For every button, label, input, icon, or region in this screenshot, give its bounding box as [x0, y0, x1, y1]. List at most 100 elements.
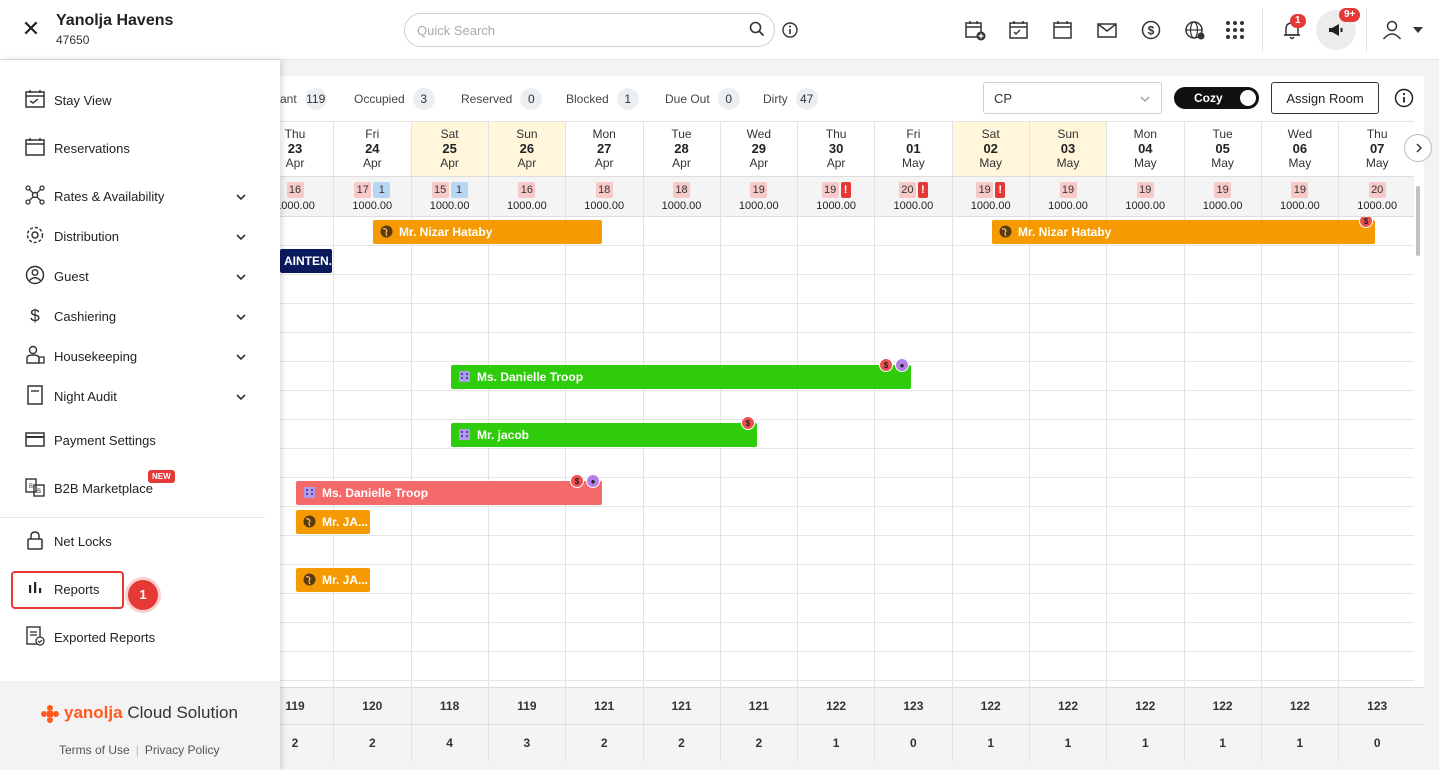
availability-cell[interactable]: 15 1 1000.00: [410, 177, 488, 218]
sidebar-item-payment-settings[interactable]: Payment Settings: [0, 422, 280, 458]
availability-cell[interactable]: 19! 1000.00: [797, 177, 874, 218]
booking-bar[interactable]: AINTEN...: [280, 249, 332, 273]
date-dow: Wed: [746, 127, 772, 141]
chevron-down-icon: [236, 314, 246, 321]
date-column-header[interactable]: Wed 29 Apr: [719, 122, 797, 177]
availability-cell[interactable]: 20! 1000.00: [874, 177, 951, 218]
sidebar-item-rates-availability[interactable]: Rates & Availability: [0, 178, 280, 214]
sidebar-item-housekeeping[interactable]: Housekeeping: [0, 338, 280, 374]
stat-blocked[interactable]: Blocked 1: [566, 88, 639, 110]
booking-bar[interactable]: Mr. jacob: [451, 423, 757, 447]
availability-cell[interactable]: 17 1 1000.00: [333, 177, 410, 218]
availability-cell[interactable]: 20 1000.00: [1338, 177, 1415, 218]
calendar-icon: [25, 138, 45, 156]
apps-grid-icon[interactable]: [1223, 18, 1247, 42]
sidebar-item-exported-reports[interactable]: Exported Reports: [0, 619, 280, 655]
sidebar-item-net-locks[interactable]: Net Locks: [0, 523, 280, 559]
availability-cell[interactable]: 18 1000.00: [642, 177, 720, 218]
sidebar-footer: yanolja Cloud Solution Terms of Use | Priv…: [0, 681, 280, 770]
sidebar-item-distribution[interactable]: Distribution: [0, 218, 280, 254]
sidebar-item-cashiering[interactable]: $ Cashiering: [0, 298, 280, 334]
date-column-header[interactable]: Thu 07 May: [1338, 122, 1415, 177]
availability-cell[interactable]: 19 1000.00: [1183, 177, 1261, 218]
user-icon[interactable]: [1380, 18, 1404, 42]
date-column-header[interactable]: Sat 02 May: [951, 122, 1029, 177]
booking-bar[interactable]: Mr. JA...: [296, 510, 370, 534]
info-icon[interactable]: [781, 21, 799, 39]
privacy-link[interactable]: Privacy Policy: [144, 743, 220, 757]
calendar-icon[interactable]: [1051, 18, 1075, 42]
globe-settings-icon[interactable]: [1183, 18, 1207, 42]
terms-link[interactable]: Terms of Use: [59, 743, 130, 757]
availability-cell[interactable]: 19 1000.00: [719, 177, 797, 218]
booking-bar[interactable]: Mr. Nizar Hataby: [992, 220, 1375, 244]
property-id: 47650: [56, 33, 90, 47]
booking-bar[interactable]: Mr. JA...: [296, 568, 370, 592]
search-icon[interactable]: [748, 20, 766, 38]
stat-reserved[interactable]: Reserved 0: [461, 88, 543, 110]
rate-plan-value: CP: [994, 91, 1013, 106]
summary-cell: 122: [951, 688, 1029, 724]
date-column-header[interactable]: Mon 27 Apr: [565, 122, 642, 177]
summary-cell: 122: [797, 688, 874, 724]
assign-room-button[interactable]: Assign Room: [1271, 82, 1379, 114]
date-column-header[interactable]: Sat 25 Apr: [410, 122, 488, 177]
date-column-header[interactable]: Fri 01 May: [874, 122, 951, 177]
date-column-header[interactable]: Sun 03 May: [1029, 122, 1106, 177]
sidebar-item-label: Payment Settings: [54, 433, 156, 448]
stat-count: 0: [520, 88, 543, 110]
summary-cell: 2: [333, 725, 410, 761]
sidebar-item-guest[interactable]: Guest: [0, 258, 280, 294]
stat-count: 47: [795, 88, 818, 110]
stat-vacant[interactable]: ant 119: [280, 88, 327, 110]
date-column-header[interactable]: Tue 28 Apr: [642, 122, 720, 177]
calendar-check-icon[interactable]: [1007, 18, 1031, 42]
search-input[interactable]: [404, 13, 775, 47]
cozy-view-toggle[interactable]: Cozy: [1174, 87, 1259, 109]
availability-cell[interactable]: 18 1000.00: [565, 177, 642, 218]
summary-cell: 1: [1029, 725, 1106, 761]
stat-dirty[interactable]: Dirty 47: [763, 88, 818, 110]
date-column-header[interactable]: Mon 04 May: [1106, 122, 1183, 177]
availability-cell[interactable]: 19 1000.00: [1106, 177, 1183, 218]
stat-due-out[interactable]: Due Out 0: [665, 88, 740, 110]
date-mon: May: [1133, 156, 1157, 170]
dollar-circle-icon[interactable]: $: [1139, 18, 1163, 42]
availability-cell[interactable]: 19! 1000.00: [951, 177, 1029, 218]
calendar-add-icon[interactable]: [963, 18, 987, 42]
vertical-scrollbar[interactable]: [1415, 176, 1421, 686]
booking-bar[interactable]: Ms. Danielle Troop: [451, 365, 911, 389]
close-icon[interactable]: ✕: [21, 16, 41, 41]
date-column-header[interactable]: Sun 26 Apr: [487, 122, 565, 177]
next-dates-button[interactable]: [1404, 134, 1432, 162]
sidebar-item-stay-view[interactable]: Stay View: [0, 82, 280, 118]
mail-icon[interactable]: [1095, 18, 1119, 42]
scrollbar-thumb[interactable]: [1416, 186, 1420, 256]
grid-row-line: [0, 564, 1414, 565]
summary-cell: 123: [1338, 688, 1415, 724]
info-icon[interactable]: [1394, 88, 1414, 108]
announcements-button[interactable]: [1316, 10, 1356, 50]
svg-text:$: $: [30, 306, 40, 325]
booking-bar[interactable]: Ms. Danielle Troop: [296, 481, 602, 505]
user-menu-caret-icon[interactable]: [1412, 25, 1424, 35]
availability-cell[interactable]: 16 1000.00: [487, 177, 565, 218]
booking-guest-name: Mr. Nizar Hataby: [1018, 225, 1112, 239]
sidebar-item-reports[interactable]: Reports: [0, 571, 280, 607]
sidebar-item-reservations[interactable]: Reservations: [0, 130, 280, 166]
availability-chips: 19!: [798, 182, 874, 198]
summary-cell: 121: [565, 688, 642, 724]
date-column-header[interactable]: Fri 24 Apr: [333, 122, 410, 177]
date-column-header[interactable]: Tue 05 May: [1183, 122, 1261, 177]
date-column-header[interactable]: Thu 30 Apr: [797, 122, 874, 177]
availability-cell[interactable]: 19 1000.00: [1029, 177, 1106, 218]
date-column-header[interactable]: Wed 06 May: [1260, 122, 1338, 177]
sidebar-item-night-audit[interactable]: Night Audit: [0, 378, 280, 414]
stat-occupied[interactable]: Occupied 3: [354, 88, 435, 110]
availability-cell[interactable]: 19 1000.00: [1260, 177, 1338, 218]
rate-plan-select[interactable]: CP: [983, 82, 1162, 114]
rate-price: 1000.00: [352, 200, 393, 212]
booking-bar[interactable]: Mr. Nizar Hataby: [373, 220, 602, 244]
available-count-chip: 16: [286, 182, 304, 198]
